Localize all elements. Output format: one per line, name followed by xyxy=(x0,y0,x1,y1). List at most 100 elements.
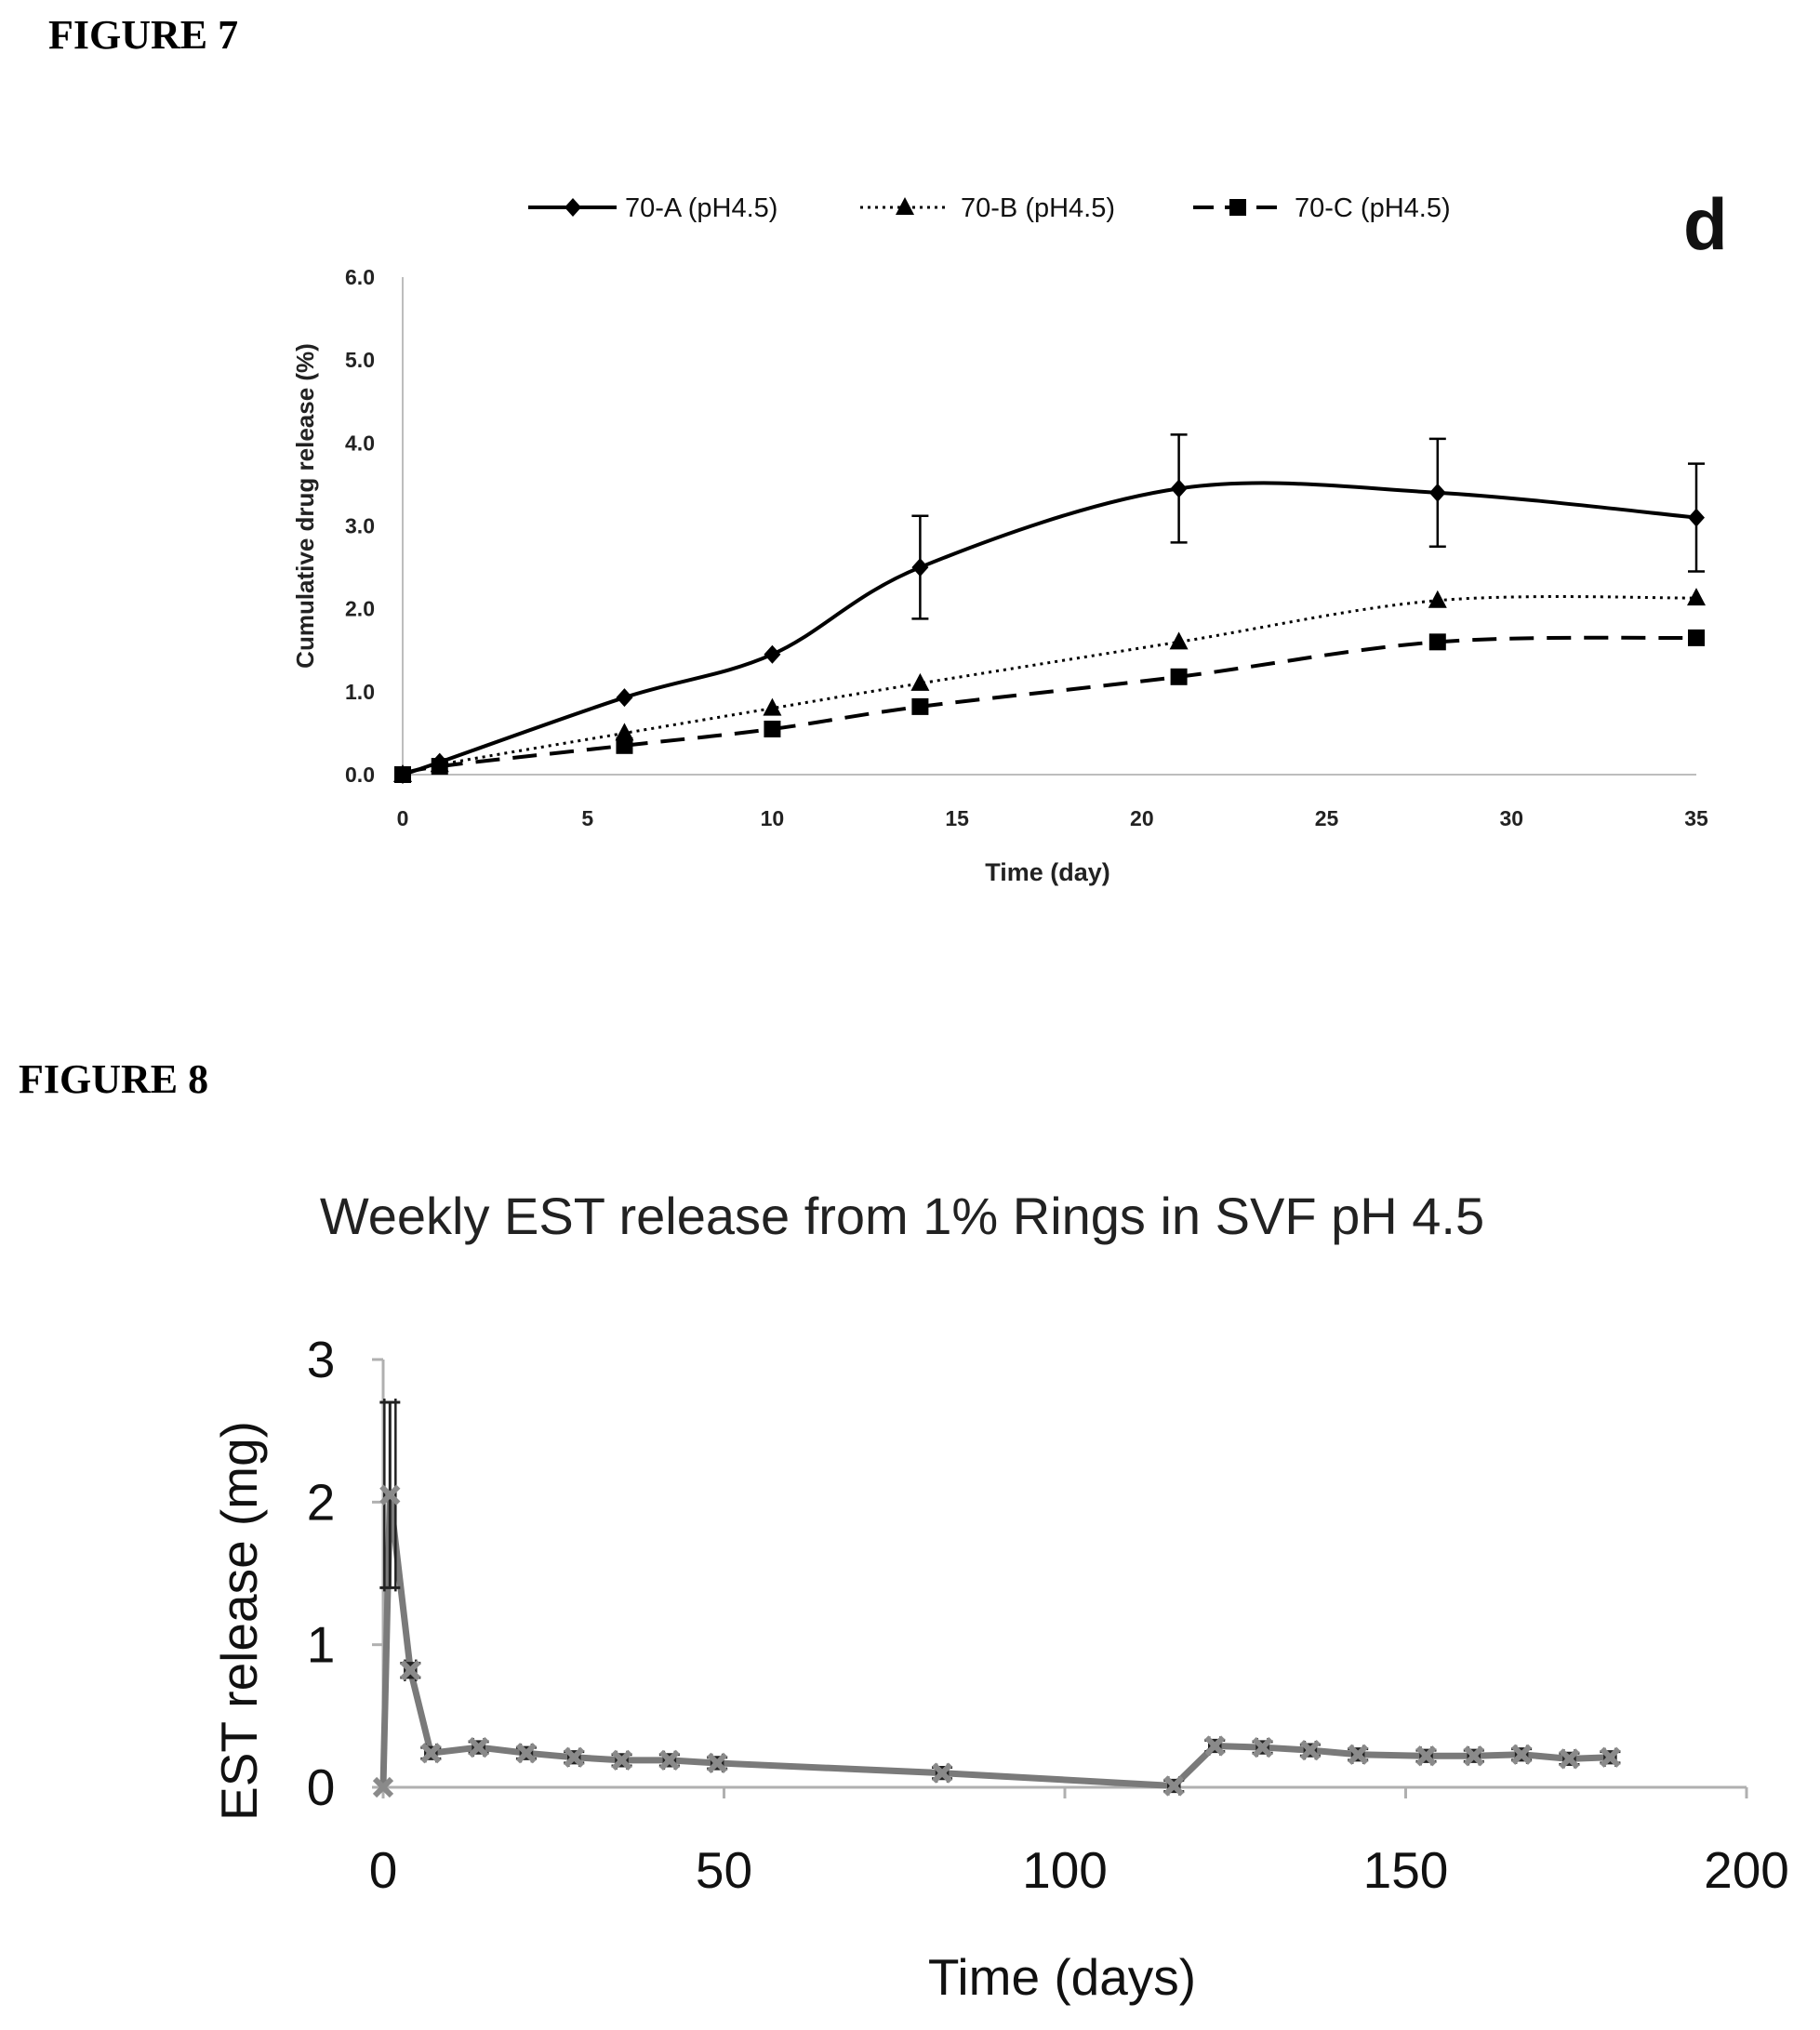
y-axis-title: EST release (mg) xyxy=(210,1421,268,1821)
data-point-stroke xyxy=(515,1743,538,1764)
data-point xyxy=(1687,588,1706,606)
data-point xyxy=(763,697,782,716)
x-tick-label: 15 xyxy=(945,806,969,830)
data-point xyxy=(515,1743,538,1764)
data-point xyxy=(1348,1744,1369,1765)
y-tick-label: 2.0 xyxy=(345,597,375,621)
data-point xyxy=(1169,631,1189,650)
legend: 70-A (pH4.5) 70-B (pH4.5) 70-C (pH4.5) xyxy=(528,193,1451,223)
data-point xyxy=(431,758,448,776)
x-tick-label: 50 xyxy=(696,1841,752,1899)
data-point xyxy=(394,766,411,783)
y-tick-label: 2 xyxy=(307,1473,336,1531)
figure-7-chart: 0.0 1.0 2.0 3.0 4.0 5.0 6.0 0 5 10 15 20 25 30 35 Time … xyxy=(291,183,1728,886)
data-point-stroke xyxy=(1252,1736,1273,1758)
data-point xyxy=(616,736,633,754)
x-tick-label: 0 xyxy=(397,806,409,830)
data-point xyxy=(931,1762,953,1784)
data-point-stroke xyxy=(1600,1746,1621,1768)
legend-label: 70-B (pH4.5) xyxy=(961,193,1115,223)
data-point xyxy=(1463,1745,1484,1767)
data-point xyxy=(1428,590,1447,608)
data-point xyxy=(372,1776,394,1798)
y-tick-label: 1 xyxy=(307,1616,336,1674)
data-point xyxy=(658,1749,680,1771)
legend-marker xyxy=(565,198,581,217)
series-line xyxy=(379,1492,1611,1789)
data-point xyxy=(1688,508,1705,527)
x-tick-label: 150 xyxy=(1363,1841,1449,1899)
y-tick-label: 3.0 xyxy=(345,514,375,538)
data-point-stroke xyxy=(1559,1748,1580,1770)
y-axis-title: Cumulative drug release (%) xyxy=(291,343,319,669)
x-tick-label: 5 xyxy=(581,806,593,830)
data-point-stroke xyxy=(1415,1745,1437,1767)
data-point-stroke xyxy=(379,1484,401,1506)
data-point xyxy=(1559,1748,1580,1770)
data-point-stroke xyxy=(564,1746,585,1768)
data-point xyxy=(911,697,929,715)
legend-marker xyxy=(1229,199,1246,216)
y-tick-label: 0.0 xyxy=(345,763,375,787)
data-point-stroke xyxy=(1348,1744,1369,1765)
x-tick-label: 30 xyxy=(1499,806,1523,830)
data-point-stroke xyxy=(372,1776,394,1798)
legend-label: 70-C (pH4.5) xyxy=(1295,193,1451,223)
data-point-stroke xyxy=(1463,1745,1484,1767)
data-point xyxy=(1163,1775,1185,1797)
data-point xyxy=(468,1736,489,1758)
series-1 xyxy=(372,1399,1621,1798)
data-point xyxy=(1170,479,1188,498)
data-point-stroke xyxy=(420,1743,442,1764)
panel-letter: d xyxy=(1683,183,1728,265)
data-point-stroke xyxy=(658,1749,680,1771)
data-point xyxy=(616,688,633,708)
data-point-stroke xyxy=(931,1762,953,1784)
data-point xyxy=(615,723,634,741)
y-tick-label: 0 xyxy=(307,1758,336,1816)
x-axis-title: Time (days) xyxy=(928,1948,1196,2006)
y-tick-label: 4.0 xyxy=(345,431,375,455)
x-axis-title: Time (day) xyxy=(985,858,1110,886)
figure-7-label: FIGURE 7 xyxy=(48,12,239,58)
data-point xyxy=(400,1660,421,1681)
chart-title: Weekly EST release from 1% Rings in SVF … xyxy=(320,1187,1484,1245)
series-1 xyxy=(394,433,1705,784)
data-point xyxy=(1510,1744,1533,1765)
data-point xyxy=(1428,633,1446,651)
data-point-stroke xyxy=(1299,1740,1322,1761)
data-point xyxy=(1415,1745,1437,1767)
data-point xyxy=(911,558,929,577)
x-tick-label: 20 xyxy=(1130,806,1154,830)
x-tick-label: 100 xyxy=(1022,1841,1108,1899)
data-point-stroke xyxy=(1510,1744,1533,1765)
data-point xyxy=(707,1752,728,1774)
data-point xyxy=(1170,668,1188,685)
x-tick-label: 10 xyxy=(761,806,785,830)
data-point xyxy=(910,672,930,691)
y-tick-label: 1.0 xyxy=(345,680,375,704)
series-3 xyxy=(394,629,1705,783)
data-point xyxy=(1204,1735,1226,1757)
data-point xyxy=(764,644,781,664)
legend-label: 70-A (pH4.5) xyxy=(625,193,777,223)
data-point xyxy=(611,1749,632,1771)
data-point-stroke xyxy=(1204,1735,1226,1757)
data-point xyxy=(420,1743,442,1764)
data-point-stroke xyxy=(400,1660,421,1681)
y-tick-label: 5.0 xyxy=(345,348,375,372)
legend-marker xyxy=(896,197,914,215)
x-tick-label: 25 xyxy=(1315,806,1339,830)
data-point xyxy=(1299,1740,1322,1761)
data-point xyxy=(379,1484,401,1506)
data-point xyxy=(1252,1736,1273,1758)
figure-8-label: FIGURE 8 xyxy=(19,1056,209,1102)
data-point-stroke xyxy=(1163,1775,1185,1797)
data-point-stroke xyxy=(707,1752,728,1774)
data-point-stroke xyxy=(611,1749,632,1771)
x-tick-label: 0 xyxy=(369,1841,398,1899)
y-tick-label: 6.0 xyxy=(345,265,375,289)
data-point-stroke xyxy=(468,1736,489,1758)
x-tick-label: 35 xyxy=(1684,806,1708,830)
data-point xyxy=(1688,629,1705,646)
